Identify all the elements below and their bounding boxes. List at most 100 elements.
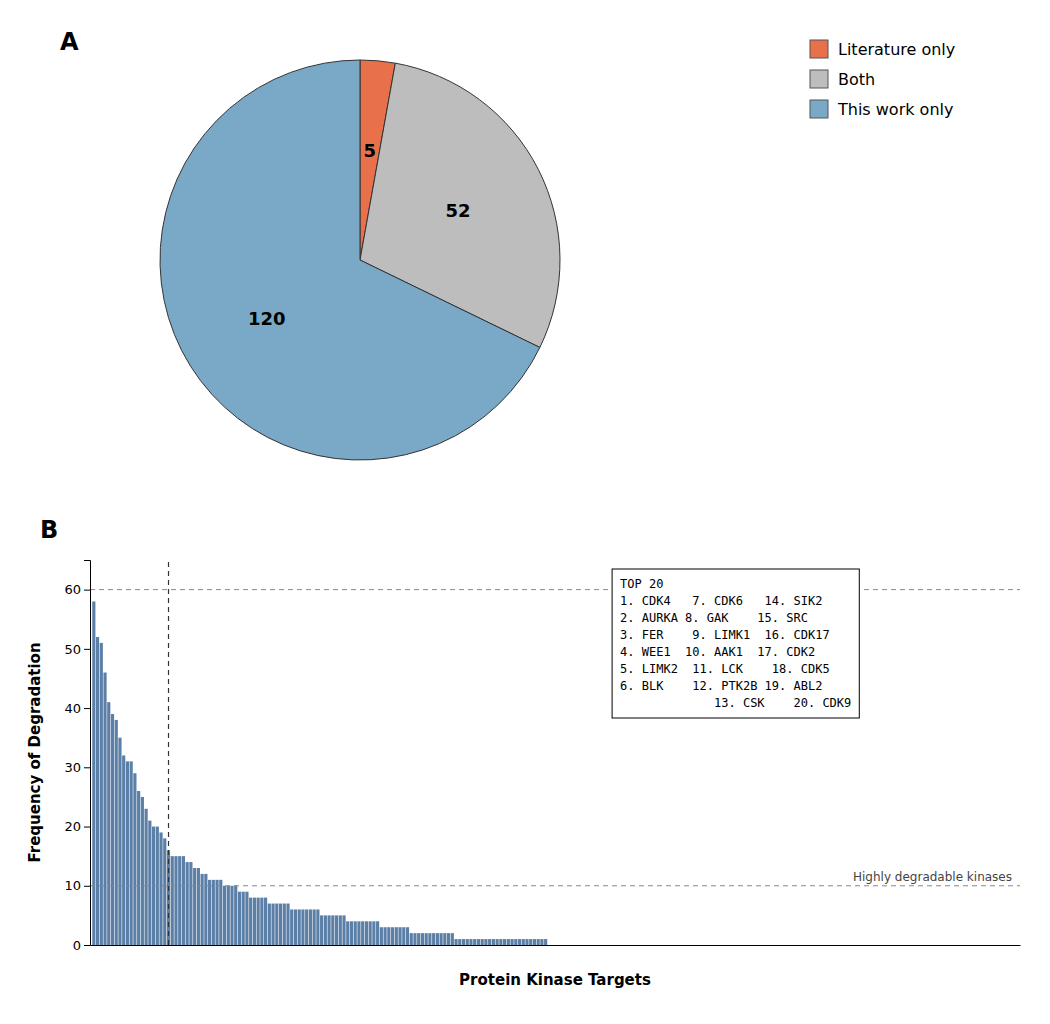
- bar: [193, 868, 196, 945]
- bar: [850, 945, 853, 946]
- bar: [805, 945, 808, 946]
- bar: [552, 945, 555, 946]
- tick-mark: [84, 945, 90, 946]
- tick-label: 60: [64, 582, 81, 597]
- bar: [301, 909, 304, 945]
- bar: [376, 921, 379, 945]
- bar: [578, 945, 581, 946]
- bar: [238, 892, 241, 945]
- bar: [664, 945, 667, 946]
- bar: [742, 945, 745, 946]
- bar: [432, 933, 435, 945]
- bar: [776, 945, 779, 946]
- bar: [174, 856, 177, 945]
- bar: [223, 886, 226, 945]
- bar: [283, 904, 286, 945]
- bar: [103, 673, 106, 945]
- bar: [462, 939, 465, 945]
- bar: [727, 945, 730, 946]
- top-list-title: TOP 20: [620, 577, 663, 591]
- bar: [563, 945, 566, 946]
- bar: [215, 880, 218, 945]
- bar: [324, 915, 327, 945]
- tick: 40: [64, 701, 90, 716]
- bar: [910, 945, 913, 946]
- tick: 0: [73, 938, 90, 953]
- bar: [828, 945, 831, 946]
- bar: [1011, 945, 1014, 946]
- bar: [656, 945, 659, 946]
- bar: [970, 945, 973, 946]
- legend-swatch: [810, 100, 828, 118]
- top-list-line: 1. CDK4 7. CDK6 14. SIK2: [620, 594, 822, 608]
- bar: [492, 939, 495, 945]
- axis-title: Protein Kinase Targets: [459, 971, 651, 989]
- bar: [622, 945, 625, 946]
- bar: [197, 868, 200, 945]
- bar: [1000, 945, 1003, 946]
- bar: [257, 898, 260, 945]
- bar: [645, 945, 648, 946]
- bar: [242, 892, 245, 945]
- bar: [398, 927, 401, 945]
- pie: 552120: [160, 60, 560, 460]
- bar: [290, 909, 293, 945]
- tick-label: 10: [64, 878, 81, 893]
- top-list-box: [612, 569, 859, 718]
- bar: [746, 945, 749, 946]
- bar: [772, 945, 775, 946]
- bar: [861, 945, 864, 946]
- axis-line: [91, 945, 1021, 946]
- bar: [488, 939, 491, 945]
- bar: [630, 945, 633, 946]
- bar: [686, 945, 689, 946]
- bar: [1007, 945, 1010, 946]
- bar: [947, 945, 950, 946]
- bar: [447, 933, 450, 945]
- bar: [962, 945, 965, 946]
- bar: [171, 856, 174, 945]
- bar: [126, 761, 129, 945]
- tick-label: 20: [64, 819, 81, 834]
- bar: [249, 898, 252, 945]
- bar: [593, 945, 596, 946]
- bar: [111, 714, 114, 945]
- bar: [537, 939, 540, 945]
- bar: [589, 945, 592, 946]
- bar: [339, 915, 342, 945]
- data-label: 52: [446, 200, 471, 221]
- tick: 60: [64, 582, 90, 597]
- bar: [316, 909, 319, 945]
- bar: [832, 945, 835, 946]
- top-list-line: 6. BLK 12. PTK2B 19. ABL2: [620, 679, 822, 693]
- bar: [996, 945, 999, 946]
- bar: [395, 927, 398, 945]
- bar: [271, 904, 274, 945]
- bar: [159, 832, 162, 945]
- plot-area: [90, 560, 1020, 945]
- bar: [697, 945, 700, 946]
- bar: [234, 886, 237, 945]
- bar: [145, 809, 148, 945]
- bar: [335, 915, 338, 945]
- bar: [230, 886, 233, 945]
- bar: [951, 945, 954, 946]
- tick-label: 50: [64, 642, 81, 657]
- bar: [596, 945, 599, 946]
- bar: [738, 945, 741, 946]
- bar: [503, 939, 506, 945]
- panel-title: A: [60, 28, 79, 56]
- bar: [925, 945, 928, 946]
- tick-mark: [84, 649, 90, 650]
- bar: [921, 945, 924, 946]
- tick: 10: [64, 878, 90, 893]
- bar: [208, 880, 211, 945]
- bar: [212, 880, 215, 945]
- bar: [880, 945, 883, 946]
- bar: [753, 945, 756, 946]
- bar: [122, 755, 125, 945]
- bar: [260, 898, 263, 945]
- bar: [346, 921, 349, 945]
- bar: [130, 761, 133, 945]
- bar: [372, 921, 375, 945]
